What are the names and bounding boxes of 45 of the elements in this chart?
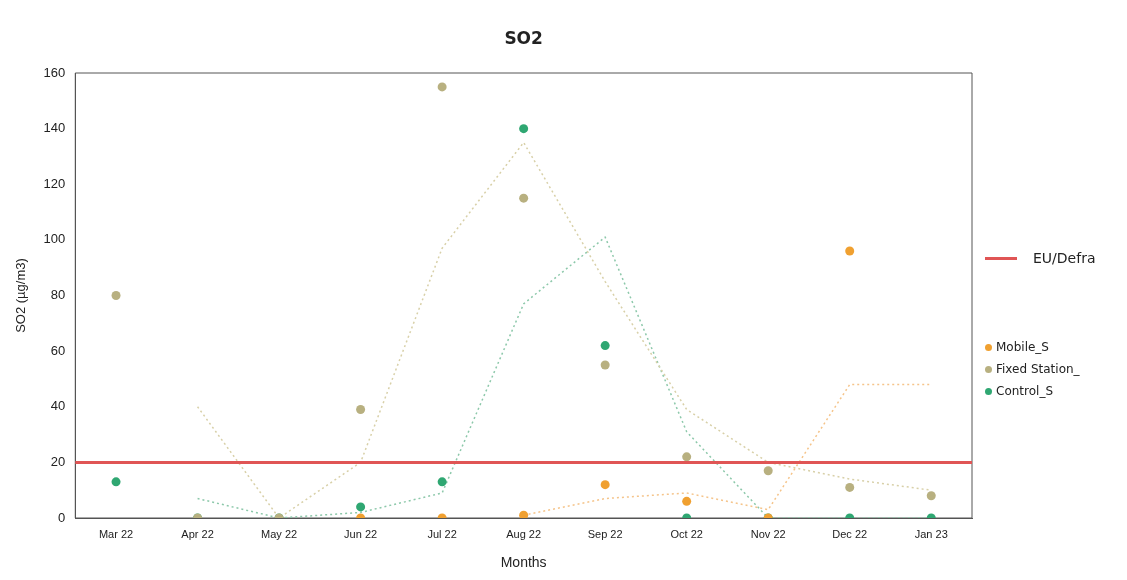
x-tick-label: Jun 22 bbox=[344, 527, 378, 540]
point bbox=[845, 246, 855, 256]
legend-label: Mobile_S bbox=[996, 340, 1049, 354]
y-tick-label: 120 bbox=[43, 175, 66, 191]
point bbox=[437, 82, 447, 92]
point bbox=[600, 480, 610, 490]
point bbox=[926, 491, 936, 501]
y-tick-label: 20 bbox=[50, 453, 66, 469]
x-tick-label: Apr 22 bbox=[181, 527, 214, 540]
x-tick-label: May 22 bbox=[261, 527, 298, 540]
legend-label: Control_S bbox=[996, 384, 1053, 398]
x-tick-label: Sep 22 bbox=[587, 527, 623, 540]
point bbox=[682, 496, 692, 506]
point bbox=[845, 482, 855, 492]
legend-label: EU/Defra bbox=[1033, 250, 1096, 266]
point bbox=[356, 502, 366, 512]
x-tick-label: Aug 22 bbox=[506, 527, 542, 540]
point bbox=[111, 477, 121, 487]
x-tick-label: Jul 22 bbox=[427, 527, 457, 540]
x-tick-label: Mar 22 bbox=[98, 527, 134, 540]
point bbox=[600, 360, 610, 370]
x-tick-label: Jan 23 bbox=[914, 527, 948, 540]
point bbox=[519, 193, 529, 203]
legend-label: Fixed Station_ bbox=[996, 362, 1080, 376]
chart-title: SO2 bbox=[504, 28, 543, 49]
x-tick-label: Nov 22 bbox=[750, 527, 786, 540]
point bbox=[519, 510, 529, 518]
point bbox=[356, 405, 366, 415]
y-tick-label: 60 bbox=[50, 342, 66, 358]
point bbox=[763, 466, 773, 476]
y-tick-label: 80 bbox=[50, 287, 66, 303]
x-tick-label: Dec 22 bbox=[832, 527, 868, 540]
point bbox=[600, 341, 610, 351]
x-tick-label: Oct 22 bbox=[670, 527, 703, 540]
x-axis-title: Months bbox=[500, 554, 547, 571]
y-tick-label: 160 bbox=[43, 64, 66, 80]
point bbox=[437, 477, 447, 487]
point bbox=[682, 452, 692, 462]
y-tick-label: 100 bbox=[43, 231, 66, 247]
y-tick-label: 40 bbox=[50, 398, 66, 414]
point bbox=[519, 124, 529, 134]
y-tick-label: 140 bbox=[43, 120, 66, 136]
point bbox=[111, 291, 121, 300]
y-tick-label: 0 bbox=[58, 509, 66, 525]
y-axis-title: SO2 (µg/m3) bbox=[13, 258, 29, 333]
